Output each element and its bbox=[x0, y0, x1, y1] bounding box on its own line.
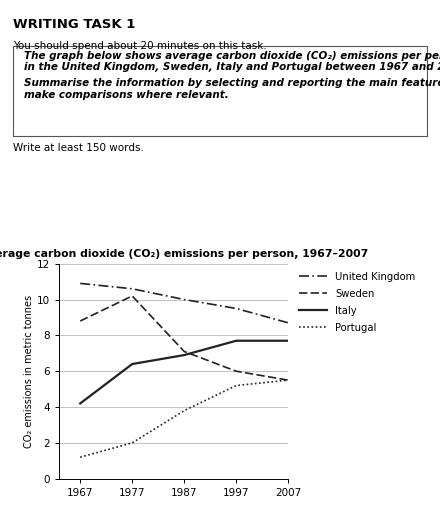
Text: Write at least 150 words.: Write at least 150 words. bbox=[13, 143, 144, 154]
Legend: United Kingdom, Sweden, Italy, Portugal: United Kingdom, Sweden, Italy, Portugal bbox=[295, 268, 419, 337]
Title: Average carbon dioxide (CO₂) emissions per person, 1967–2007: Average carbon dioxide (CO₂) emissions p… bbox=[0, 249, 368, 259]
Text: Summarise the information by selecting and reporting the main features, and: Summarise the information by selecting a… bbox=[24, 78, 440, 89]
Y-axis label: CO₂ emissions in metric tonnes: CO₂ emissions in metric tonnes bbox=[24, 294, 34, 448]
Text: The graph below shows average carbon dioxide (CO₂) emissions per person: The graph below shows average carbon dio… bbox=[24, 51, 440, 61]
Text: WRITING TASK 1: WRITING TASK 1 bbox=[13, 18, 136, 31]
Text: You should spend about 20 minutes on this task.: You should spend about 20 minutes on thi… bbox=[13, 41, 267, 51]
Text: in the United Kingdom, Sweden, Italy and Portugal between 1967 and 2007.: in the United Kingdom, Sweden, Italy and… bbox=[24, 62, 440, 73]
Text: make comparisons where relevant.: make comparisons where relevant. bbox=[24, 90, 229, 100]
